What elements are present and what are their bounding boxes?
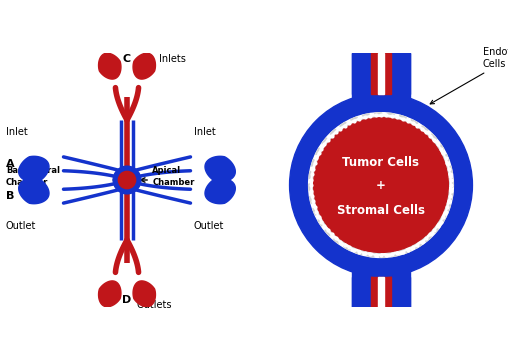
- Polygon shape: [133, 53, 155, 79]
- Circle shape: [118, 171, 136, 189]
- FancyBboxPatch shape: [352, 53, 410, 94]
- Text: A: A: [6, 159, 14, 169]
- Text: Inlet: Inlet: [194, 126, 216, 136]
- Text: +: +: [376, 179, 386, 192]
- Polygon shape: [19, 156, 49, 182]
- Polygon shape: [19, 178, 49, 204]
- FancyBboxPatch shape: [378, 276, 384, 307]
- Text: Stromal Cells: Stromal Cells: [337, 204, 425, 217]
- FancyBboxPatch shape: [378, 53, 384, 94]
- Text: Endothelial
Cells: Endothelial Cells: [430, 47, 508, 104]
- FancyBboxPatch shape: [371, 53, 391, 307]
- Polygon shape: [205, 156, 235, 182]
- FancyBboxPatch shape: [352, 53, 410, 307]
- Circle shape: [313, 118, 448, 252]
- Text: Inlet: Inlet: [6, 126, 27, 136]
- Polygon shape: [133, 281, 155, 307]
- Text: Basolateral: Basolateral: [6, 166, 60, 175]
- Polygon shape: [99, 281, 121, 307]
- FancyBboxPatch shape: [371, 276, 391, 307]
- Circle shape: [309, 113, 453, 257]
- Text: Tumor Cells: Tumor Cells: [342, 156, 420, 169]
- FancyBboxPatch shape: [371, 53, 391, 94]
- Text: Outlet: Outlet: [194, 221, 225, 231]
- Text: Chamber: Chamber: [152, 178, 195, 187]
- Text: D: D: [122, 295, 132, 305]
- Text: Outlets: Outlets: [136, 300, 172, 310]
- Text: C: C: [123, 54, 131, 64]
- Circle shape: [113, 166, 141, 194]
- Text: Inlets: Inlets: [160, 54, 186, 64]
- Polygon shape: [205, 178, 235, 204]
- Text: Apical: Apical: [152, 166, 181, 175]
- Text: E: E: [210, 159, 218, 169]
- Text: F: F: [210, 191, 217, 201]
- FancyBboxPatch shape: [378, 53, 384, 307]
- Text: B: B: [6, 191, 14, 201]
- Text: Outlet: Outlet: [6, 221, 36, 231]
- Circle shape: [290, 94, 472, 276]
- Polygon shape: [99, 53, 121, 79]
- FancyBboxPatch shape: [352, 276, 410, 307]
- Text: Chamber: Chamber: [6, 178, 48, 187]
